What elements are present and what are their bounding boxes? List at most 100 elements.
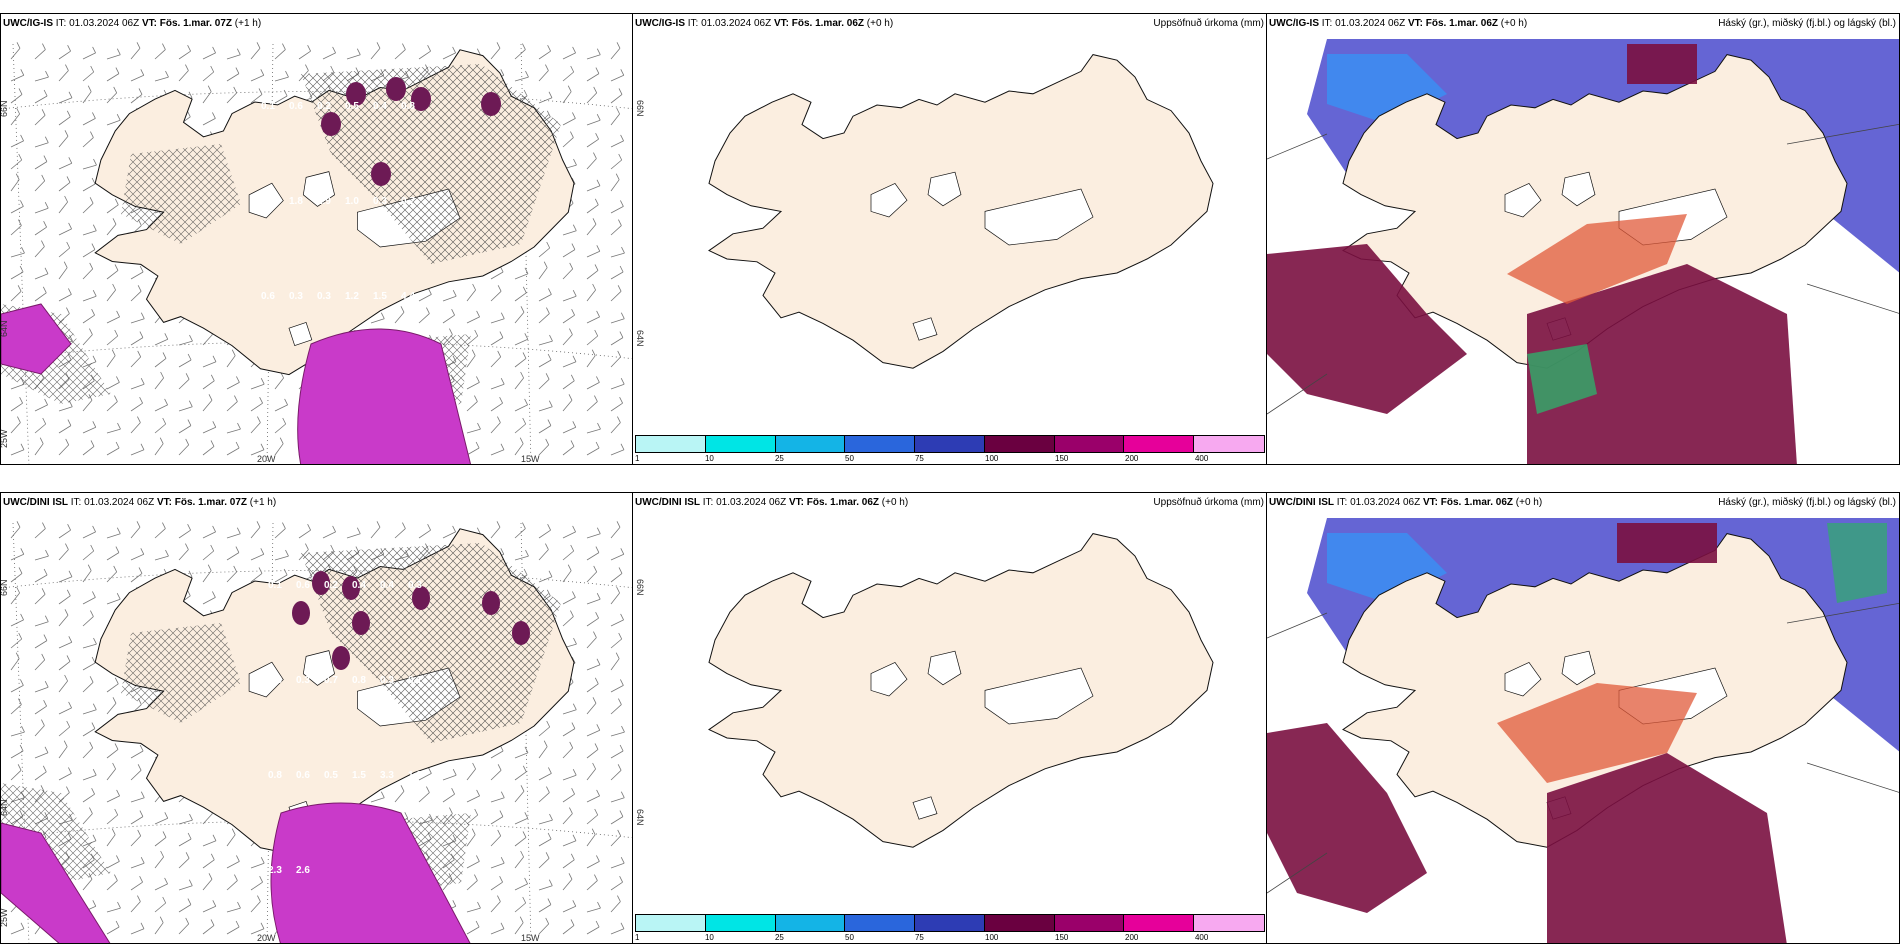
wind-barb	[58, 91, 73, 104]
wind-barb	[178, 45, 191, 60]
lat-label: 64N	[635, 809, 645, 826]
wind-barb	[586, 86, 598, 104]
wind-barb	[586, 762, 596, 781]
wind-barb	[466, 395, 478, 412]
wind-barb	[274, 89, 288, 104]
wind-barb	[154, 850, 164, 869]
colorbar-swatch	[915, 436, 985, 452]
wind-barb	[10, 922, 25, 935]
colorbar-swatch	[1194, 915, 1264, 931]
wind-barb	[58, 543, 69, 561]
wind-barb	[274, 398, 288, 412]
wind-barb	[34, 588, 46, 605]
wind-barb	[154, 70, 169, 82]
wind-barb	[322, 525, 336, 539]
panel-title: Uppsöfnuð úrkoma (mm)	[1153, 18, 1264, 29]
precip-cell	[292, 601, 310, 625]
wind-barb	[514, 765, 527, 781]
wind-barb	[538, 832, 552, 847]
panel-header: UWC/DINI ISL IT: 01.03.2024 06Z VT: Fös.…	[635, 497, 908, 509]
wind-barb	[562, 564, 572, 583]
colorbar-swatch	[636, 915, 706, 931]
glacier-outline	[302, 650, 335, 686]
wind-barb	[250, 895, 261, 913]
wind-barb	[586, 920, 600, 935]
wind-barb	[466, 310, 480, 324]
lon-label: 15W	[521, 933, 540, 943]
wind-barb	[370, 42, 381, 60]
wind-barb	[82, 703, 97, 715]
it-label: IT:	[687, 18, 699, 29]
wind-barb	[202, 374, 215, 390]
wind-barb	[562, 328, 573, 346]
wind-barb	[562, 769, 577, 781]
wind-barb	[106, 546, 120, 561]
wind-barb	[490, 895, 501, 913]
contour-value-label: 1.0	[345, 196, 359, 207]
wind-barb	[610, 173, 620, 192]
wind-barb	[106, 67, 120, 82]
wind-barb	[418, 307, 430, 324]
wind-barb	[58, 636, 73, 649]
wind-barb	[154, 877, 168, 891]
wind-barb	[34, 202, 49, 214]
contour-value-label: 1.2	[345, 291, 359, 302]
wind-barb	[418, 767, 432, 781]
lat-label: 66N	[635, 100, 645, 117]
wind-barb	[562, 131, 574, 148]
wind-barb	[586, 697, 597, 715]
contour-value-label: 0.7	[401, 196, 415, 207]
contour-value-label: 0.3	[296, 675, 310, 686]
contour-value-label: 1.9	[317, 196, 331, 207]
wind-barb	[562, 243, 576, 258]
wind-barb	[586, 283, 596, 302]
colorbar-swatch	[1054, 915, 1125, 931]
wind-barb	[538, 720, 551, 737]
wind-barb	[34, 70, 49, 82]
lat-label: 64N	[1, 320, 9, 337]
wind-barb	[538, 813, 553, 825]
high-cloud-area	[1267, 244, 1467, 414]
colorbar-tick-label: 400	[1194, 933, 1209, 942]
colorbar-tick-label: 25	[774, 454, 784, 463]
wind-barb	[562, 525, 576, 539]
wind-barb	[10, 416, 21, 434]
wind-barb	[82, 65, 95, 82]
wind-barb	[250, 69, 265, 82]
glacier-outline	[912, 317, 938, 341]
wind-barb	[10, 764, 22, 781]
wind-barb	[466, 789, 480, 803]
wind-barb	[58, 176, 71, 192]
wind-barb	[586, 901, 601, 913]
wind-barb	[82, 544, 95, 561]
vt-label: VT:	[788, 497, 804, 508]
wind-barb	[106, 901, 121, 913]
border-line	[1267, 373, 1328, 415]
wind-barb	[610, 857, 625, 869]
wind-barb	[610, 829, 622, 847]
wind-barb	[82, 564, 92, 583]
wind-barb	[538, 917, 550, 935]
precip-cell	[346, 82, 366, 106]
iceland-landmass	[1342, 54, 1848, 369]
lead-time: (+0 h)	[866, 18, 894, 29]
wind-barb	[586, 349, 596, 368]
wind-barb	[586, 612, 599, 627]
colorbar-tick-label: 150	[1055, 933, 1069, 942]
wind-barb	[610, 922, 625, 935]
colorbar-swatch	[705, 915, 776, 931]
high-cloud-area	[1617, 523, 1717, 563]
wind-barb	[202, 355, 217, 368]
wind-barb	[538, 438, 550, 456]
wind-barb	[610, 764, 622, 781]
wind-barb	[226, 441, 240, 456]
wind-barb	[394, 785, 405, 803]
precip-cell	[512, 621, 530, 645]
wind-barb	[418, 288, 432, 302]
cloud-panel-2: UWC/DINI ISL IT: 01.03.2024 06Z VT: Fös.…	[1266, 492, 1900, 944]
wind-barb	[178, 64, 189, 82]
wind-barb	[178, 438, 190, 456]
wind-barb	[562, 788, 575, 803]
wind-barb	[226, 828, 236, 847]
wind-barb	[178, 898, 192, 913]
